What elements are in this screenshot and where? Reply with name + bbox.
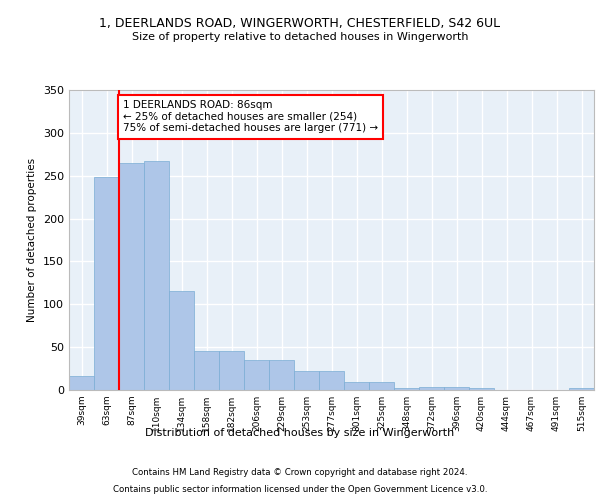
Bar <box>394 388 419 390</box>
Bar <box>319 371 344 390</box>
Bar <box>294 371 319 390</box>
Bar <box>194 352 219 390</box>
Bar <box>269 360 294 390</box>
Bar <box>419 386 444 390</box>
Text: Size of property relative to detached houses in Wingerworth: Size of property relative to detached ho… <box>132 32 468 42</box>
Bar <box>569 388 594 390</box>
Bar <box>344 382 369 390</box>
Text: Distribution of detached houses by size in Wingerworth: Distribution of detached houses by size … <box>145 428 455 438</box>
Text: Contains HM Land Registry data © Crown copyright and database right 2024.: Contains HM Land Registry data © Crown c… <box>132 468 468 477</box>
Bar <box>169 292 194 390</box>
Bar <box>119 163 144 390</box>
Bar <box>94 176 119 390</box>
Bar <box>444 386 469 390</box>
Bar <box>219 352 244 390</box>
Bar <box>469 388 494 390</box>
Bar <box>144 161 169 390</box>
Bar <box>69 376 94 390</box>
Text: Contains public sector information licensed under the Open Government Licence v3: Contains public sector information licen… <box>113 484 487 494</box>
Text: 1, DEERLANDS ROAD, WINGERWORTH, CHESTERFIELD, S42 6UL: 1, DEERLANDS ROAD, WINGERWORTH, CHESTERF… <box>100 18 500 30</box>
Y-axis label: Number of detached properties: Number of detached properties <box>28 158 37 322</box>
Text: 1 DEERLANDS ROAD: 86sqm
← 25% of detached houses are smaller (254)
75% of semi-d: 1 DEERLANDS ROAD: 86sqm ← 25% of detache… <box>123 100 378 134</box>
Bar <box>369 382 394 390</box>
Bar <box>244 360 269 390</box>
